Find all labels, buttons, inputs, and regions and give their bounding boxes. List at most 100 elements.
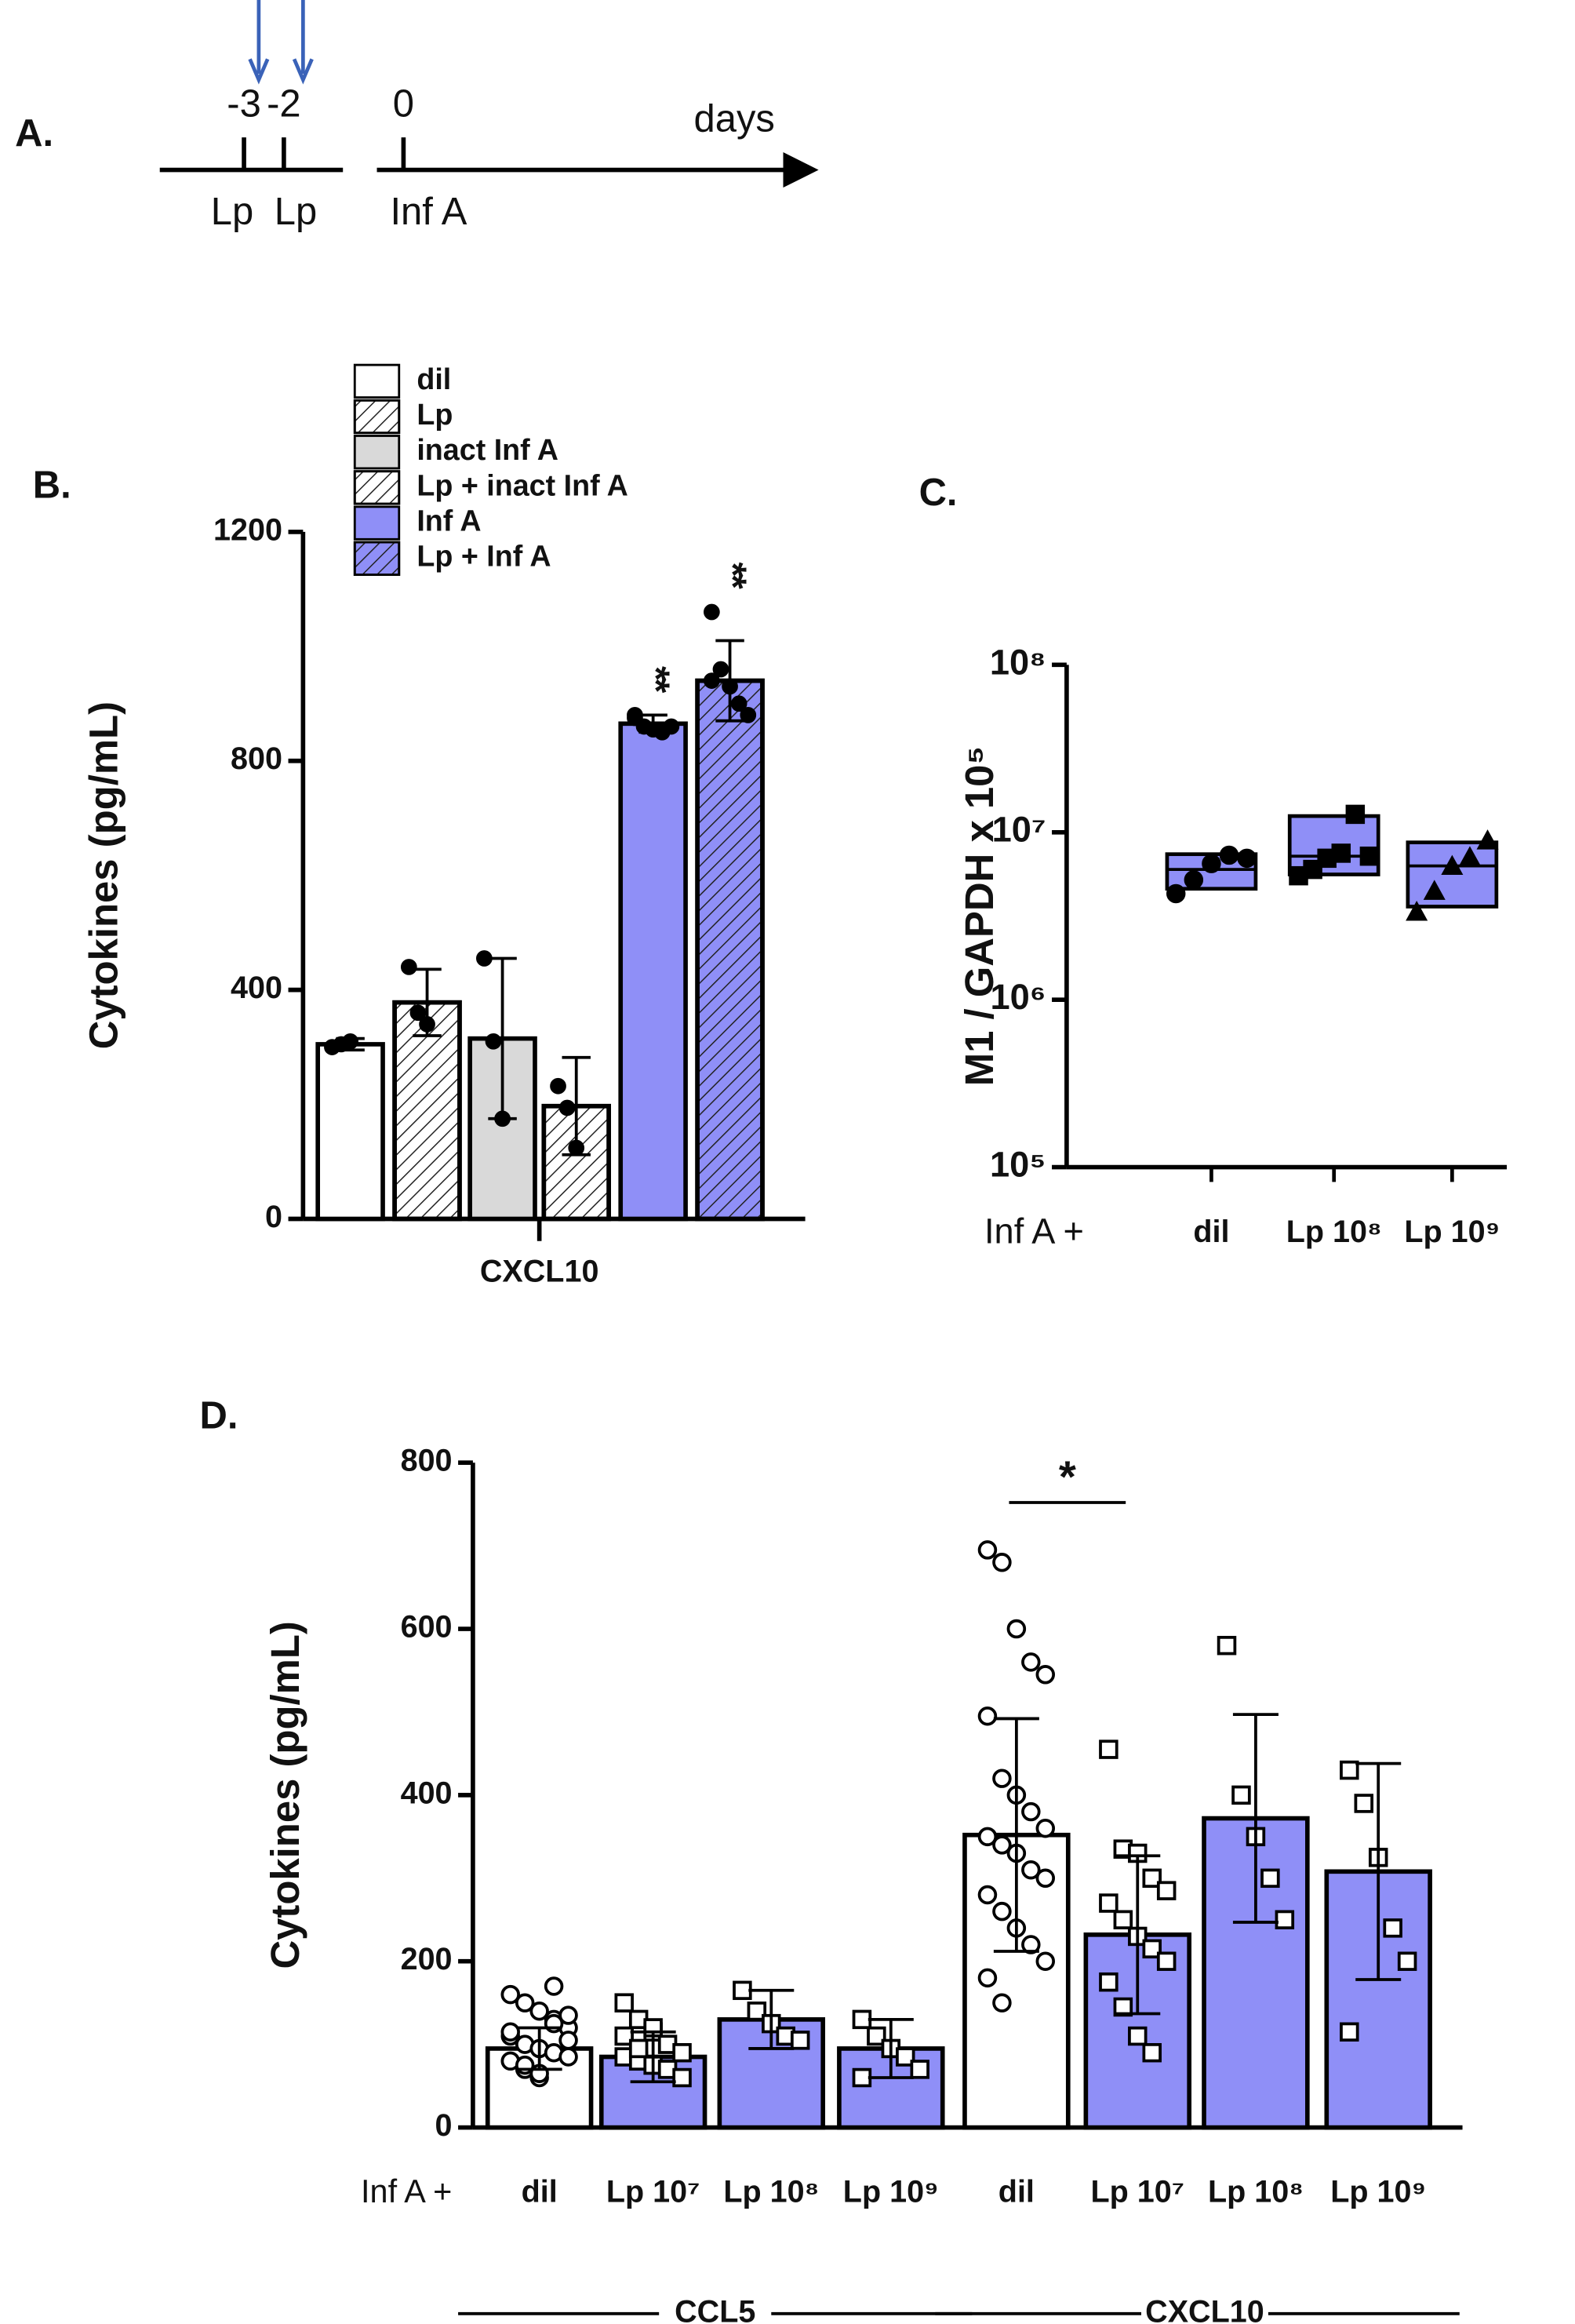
data-point (1406, 901, 1428, 921)
y-tick-label: 10⁸ (990, 642, 1046, 682)
tick-label: 0 (393, 83, 414, 126)
x-tick-label: dil (998, 2175, 1035, 2209)
x-tick-label: Lp 10⁷ (606, 2175, 700, 2209)
data-point (500, 2022, 520, 2042)
data-point (992, 1768, 1012, 1788)
y-tick-label: 400 (231, 971, 282, 1005)
error-bar (993, 1717, 1039, 1953)
data-point (1035, 1951, 1056, 1971)
data-point (1345, 804, 1366, 825)
data-point (1099, 1893, 1119, 1913)
data-point (992, 1835, 1012, 1855)
data-point (1184, 870, 1204, 890)
data-point (1359, 846, 1380, 866)
data-point (992, 1553, 1012, 1572)
data-point (733, 1980, 752, 2001)
data-point (1231, 1785, 1251, 1805)
error-bar (488, 956, 517, 1120)
data-point (529, 2002, 549, 2021)
error-bar (638, 713, 667, 734)
y-tick-label: 10⁷ (992, 810, 1046, 850)
data-point (1035, 1819, 1056, 1838)
data-point (1476, 829, 1499, 850)
data-point (852, 2067, 872, 2088)
error-bar (1115, 1854, 1161, 2016)
data-point (852, 2009, 872, 2030)
data-point (627, 709, 643, 727)
data-point (1219, 845, 1239, 865)
error-bar (630, 2030, 676, 2084)
legend-hatch (353, 541, 401, 576)
x-tick-label: Lp 10⁸ (723, 2175, 819, 2209)
y-tick-label: 800 (401, 1444, 453, 1478)
data-point (628, 2038, 649, 2059)
legend-hatch (353, 470, 401, 505)
legend-label: Lp + Inf A (416, 540, 551, 573)
x-tick-label: Lp 10⁹ (843, 2175, 939, 2209)
prefix: Inf A + (361, 2173, 452, 2209)
y-tick-label: 800 (231, 741, 282, 776)
y-tick-label: 600 (401, 1609, 453, 1644)
data-point (730, 695, 747, 712)
legend-label: Inf A (416, 505, 481, 537)
data-point (896, 2047, 915, 2067)
data-point (977, 1540, 998, 1560)
data-point (1021, 1860, 1041, 1880)
data-point (409, 1004, 427, 1022)
error-bar (1355, 1761, 1402, 1981)
y-tick-label: 10⁵ (990, 1145, 1046, 1185)
data-point (1035, 1665, 1056, 1685)
legend-label: Lp (416, 398, 453, 431)
data-point (740, 707, 757, 723)
event-label: Lp (211, 191, 253, 233)
data-point (1128, 2026, 1148, 2046)
data-point (1340, 1760, 1359, 1780)
legend-hatch (353, 399, 401, 435)
y-tick-label: 1200 (213, 512, 282, 547)
y-axis-label: M1 / GAPDH x 10⁵ (957, 746, 1002, 1086)
y-axis-label: Cytokines (pg/mL) (81, 701, 125, 1049)
data-point (614, 1993, 634, 2013)
data-point (867, 2026, 886, 2046)
data-point (550, 1077, 566, 1095)
panel-label: C. (919, 472, 958, 514)
data-point (1441, 854, 1464, 876)
data-point (1021, 1801, 1041, 1822)
x-tick-label: Lp 10⁷ (1090, 2175, 1184, 2209)
x-tick-label: dil (1193, 1215, 1229, 1249)
data-point (1275, 1910, 1295, 1929)
error-bar (516, 2026, 562, 2071)
data-point (1397, 1951, 1417, 1971)
bar (618, 721, 688, 1222)
data-point (663, 718, 680, 735)
x-tick-label: Lp 10⁹ (1330, 2175, 1426, 2209)
data-point (977, 1968, 998, 1988)
data-point (977, 1827, 998, 1847)
error-bar (413, 967, 442, 1037)
data-point (1156, 1951, 1177, 1971)
x-tick-label: dil (522, 2175, 558, 2209)
y-tick-label: 200 (401, 1942, 453, 1976)
data-point (992, 1993, 1012, 2013)
group-label: CXCL10 (1145, 2294, 1264, 2324)
panel-label: A. (15, 112, 53, 155)
bar (315, 1042, 385, 1222)
data-point (1383, 1918, 1402, 1938)
dose-arrow-head (248, 58, 270, 85)
significance: ** (635, 666, 677, 693)
y-tick-label: 0 (435, 2108, 453, 2143)
x-tick-label: Lp 10⁸ (1208, 2175, 1304, 2209)
data-point (1142, 1868, 1162, 1889)
bar-hatch (392, 1000, 462, 1222)
data-point (558, 1099, 576, 1116)
data-point (1142, 1939, 1162, 1959)
y-axis-label: Cytokines (pg/mL) (263, 1621, 307, 1969)
group-label: CCL5 (675, 2294, 755, 2324)
data-point (1166, 883, 1186, 904)
tick-label: -2 (267, 83, 301, 126)
data-point (672, 2067, 692, 2088)
error-bar (715, 639, 744, 723)
data-point (977, 1885, 998, 1905)
x-axis-label: CXCL10 (480, 1255, 599, 1289)
data-point (1021, 1652, 1041, 1672)
